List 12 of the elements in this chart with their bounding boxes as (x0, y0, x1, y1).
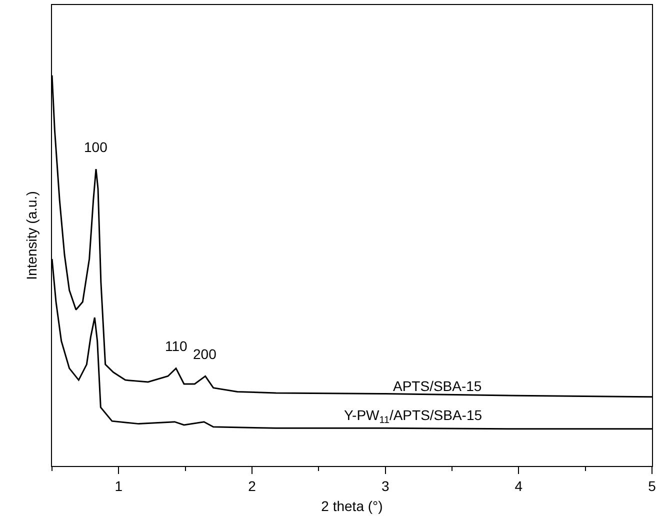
series-label: Y-PW$_{11}$/APTS/SBA-15 (344, 407, 482, 426)
series-label: APTS/SBA-15 (393, 378, 482, 394)
x-tick-label: 5 (648, 478, 656, 494)
y-axis-title: Intensity (a.u.) (24, 191, 40, 280)
x-tick-label: 1 (114, 478, 123, 494)
annotation: 200 (193, 346, 217, 362)
x-tick-label: 2 (248, 478, 256, 494)
annotation: 100 (84, 139, 108, 155)
annotation: 110 (165, 338, 188, 354)
x-axis-title: 2 theta (°) (321, 498, 383, 514)
x-tick-label: 3 (381, 478, 390, 494)
x-tick-label: 4 (514, 478, 523, 494)
